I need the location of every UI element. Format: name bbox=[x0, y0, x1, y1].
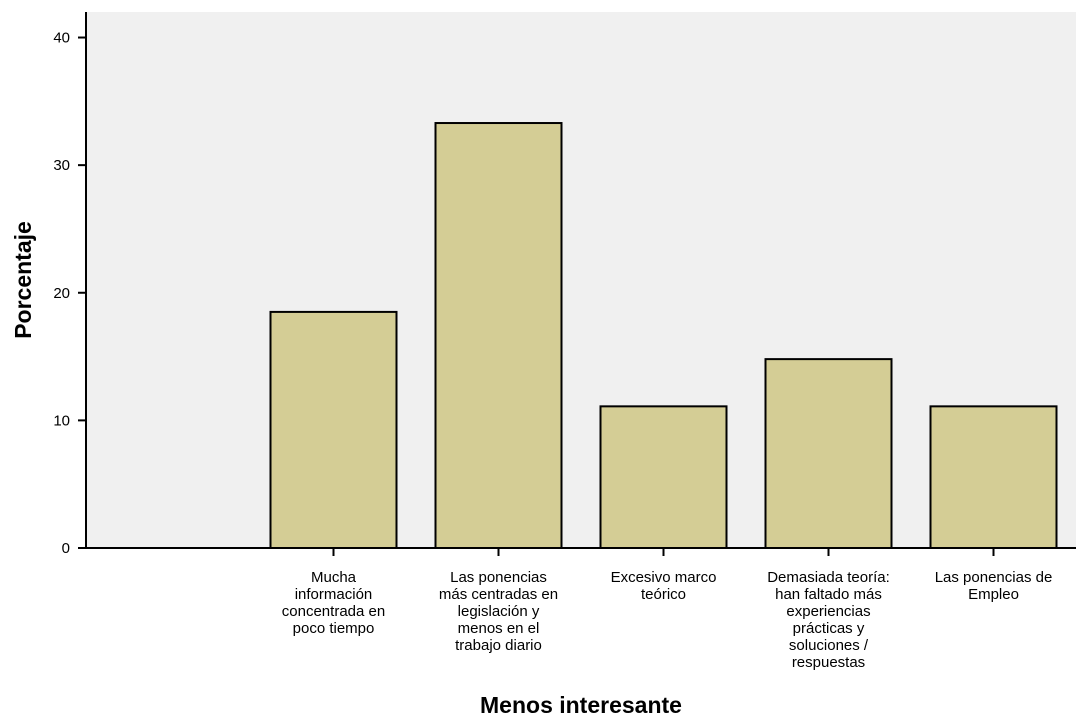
bar bbox=[764, 358, 893, 549]
y-tick-label: 30 bbox=[53, 157, 70, 174]
bar bbox=[434, 122, 563, 550]
y-tick-label: 40 bbox=[53, 30, 70, 47]
x-tick-label: Demasiada teoría: han faltado más experien… bbox=[767, 569, 890, 671]
y-axis-title: Porcentaje bbox=[10, 221, 36, 339]
x-axis-title: Menos interesante bbox=[480, 692, 682, 718]
x-tick-label: Las ponencias más centradas en legislación… bbox=[439, 569, 558, 654]
x-tick-label: Excesivo marco teórico bbox=[611, 569, 717, 603]
y-ticks-group: 0 10 20 30 40 bbox=[53, 30, 86, 557]
bars-group bbox=[269, 122, 1058, 550]
x-tick-label: Mucha información concentrada en poco tiemp… bbox=[282, 569, 385, 637]
plot-area bbox=[86, 12, 1076, 548]
y-tick-label: 10 bbox=[53, 412, 70, 429]
y-tick-label: 0 bbox=[62, 540, 70, 557]
bar bbox=[599, 405, 728, 550]
y-tick-label: 20 bbox=[53, 285, 70, 302]
bar bbox=[269, 310, 398, 549]
x-ticks-group: Mucha información concentrada en poco tiemp… bbox=[282, 548, 1053, 671]
bar bbox=[929, 405, 1058, 550]
x-tick-label: Las ponencias de Empleo bbox=[935, 569, 1053, 603]
